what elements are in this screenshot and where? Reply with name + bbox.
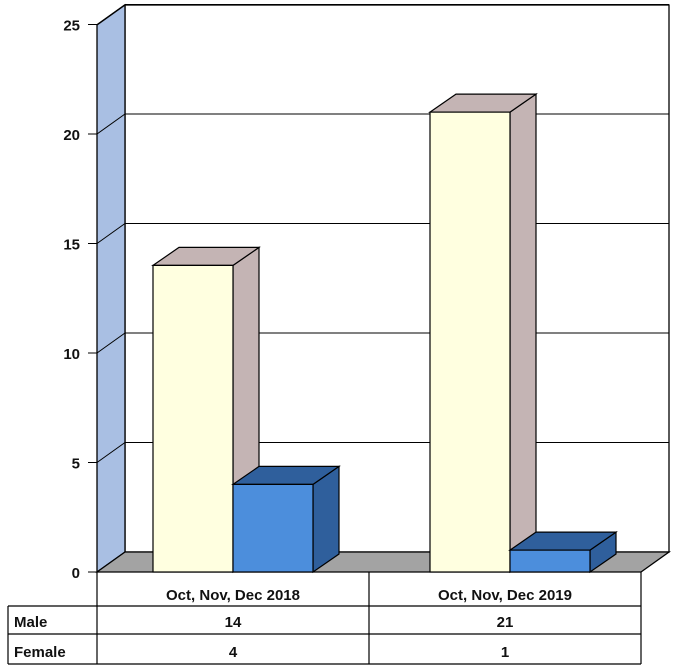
gridline-side [96,442,126,463]
bar-front-face [152,264,234,573]
plot-side-wall [96,3,126,574]
y-tick-label: 0 [72,565,80,582]
x-tick-label: Oct, Nov, Dec 2019 [438,587,572,604]
x-tick-label: Oct, Nov, Dec 2018 [166,587,300,604]
y-tick-label: 20 [63,127,80,144]
bar-front-face [509,549,591,573]
table-cell-value: 14 [225,614,242,631]
y-tick-label: 25 [63,18,80,35]
y-tick-label: 15 [63,237,80,254]
y-tick-label: 10 [63,346,80,363]
table-row-label: Male [14,614,47,631]
gridline-side [96,332,126,354]
y-axis-tick-labels: 0 5 10 15 20 25 [63,18,97,582]
data-table: Oct, Nov, Dec 2018 Oct, Nov, Dec 2019 Male… [7,572,642,665]
table-row-label: Female [14,644,66,661]
y-tick-label: 5 [72,456,80,473]
bar-front-face [232,483,314,573]
table-cell-value: 1 [501,644,509,661]
gridline-side [96,223,126,244]
bar-male [428,92,538,574]
bar-female [508,530,618,574]
bars [151,92,618,574]
bar-front-face [429,111,511,573]
table-cell-value: 21 [497,614,514,631]
bar-female [231,465,341,574]
gridline-side [96,4,126,25]
bar-side-face [509,92,537,574]
gridline-side [96,113,126,135]
table-cell-value: 4 [229,644,238,661]
